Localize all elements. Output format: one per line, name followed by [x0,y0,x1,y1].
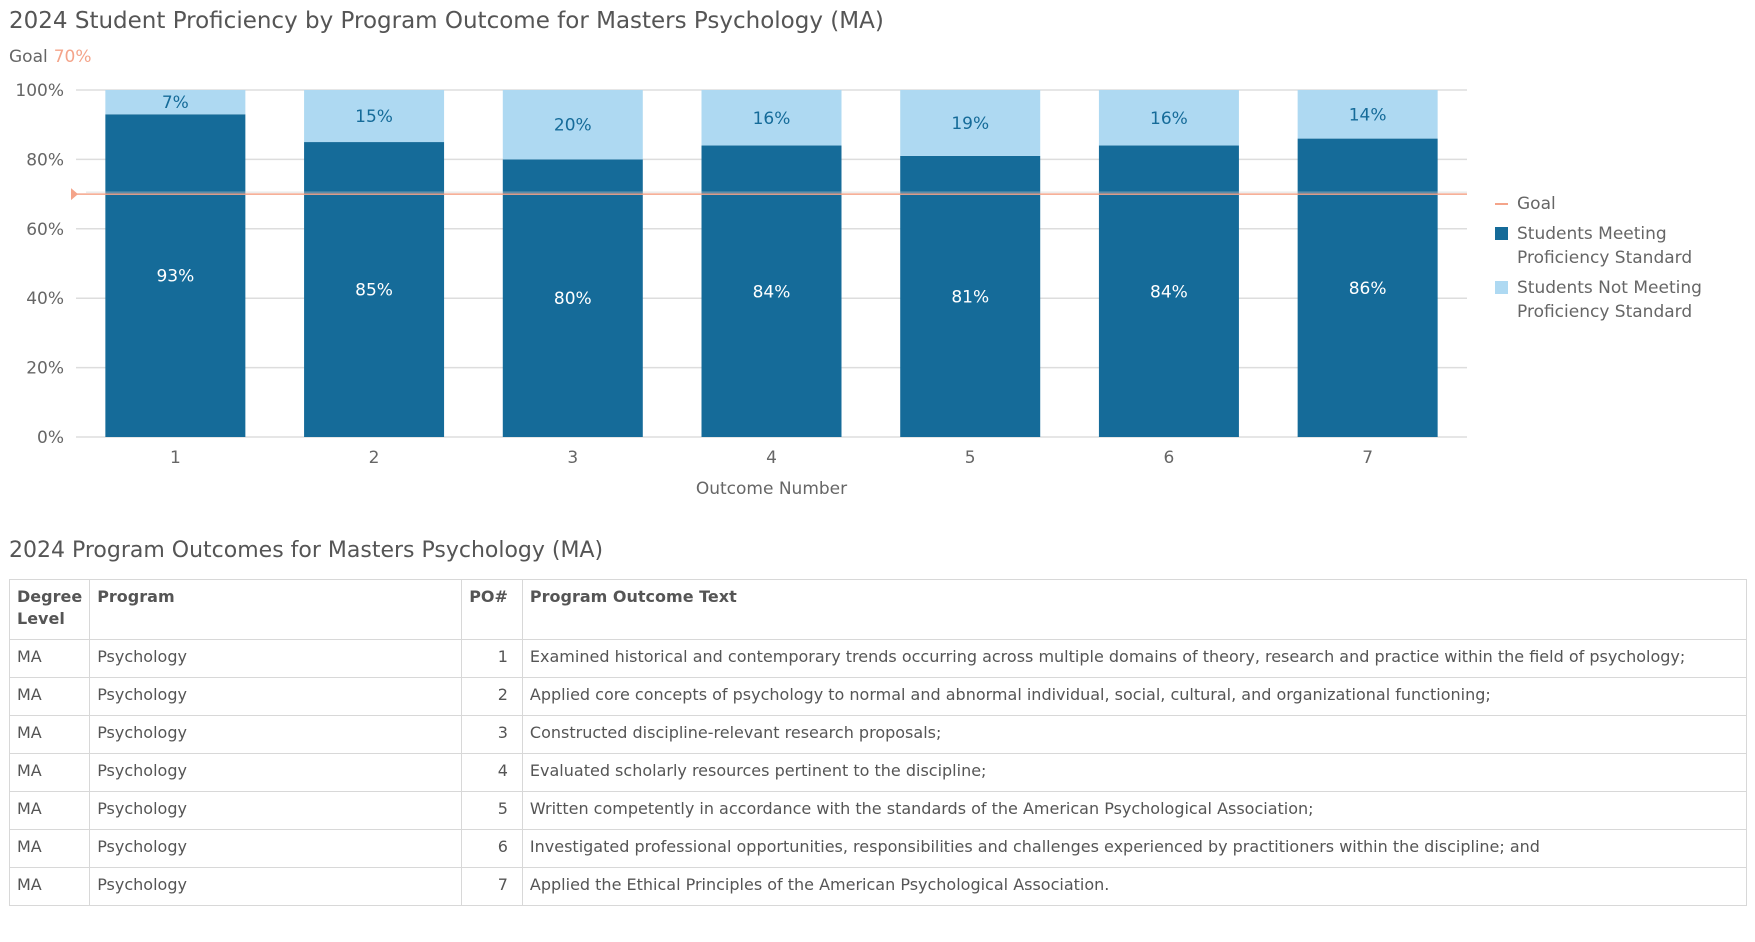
y-tick-label: 80% [26,150,64,170]
table-row: MA Psychology 1 Examined historical and con… [8,639,1748,678]
data-label: 85% [355,281,393,301]
cell-po-number: 1 [461,639,523,678]
cell-degree-level: MA [8,829,91,868]
cell-outcome-text: Applied core concepts of psychology to n… [521,677,1748,716]
x-tick-label: 1 [170,448,181,468]
cell-program: Psychology [89,867,463,906]
data-label: 20% [554,116,592,136]
bar-not-meeting [502,90,643,160]
cell-degree-level: MA [8,867,91,906]
data-label: 16% [753,109,791,129]
bar-meeting [502,159,643,437]
cell-program: Psychology [89,753,463,792]
data-label: 84% [753,282,791,302]
legend-item-meeting[interactable]: Students Meeting Proficiency Standard [1495,222,1727,270]
x-tick-label: 7 [1362,448,1373,468]
not-meeting-swatch [1495,281,1508,294]
table-row: MA Psychology 2 Applied core concepts of ps… [8,677,1748,716]
cell-program: Psychology [89,829,463,868]
cell-outcome-text: Constructed discipline-relevant research… [521,715,1748,754]
table-row: MA Psychology 7 Applied the Ethical Princip… [8,867,1748,906]
header-po-number: PO# [461,579,523,640]
bar-not-meeting [1297,90,1438,139]
y-tick-label: 60% [26,220,64,240]
legend-item-not-meeting[interactable]: Students Not Meeting Proficiency Standar… [1495,276,1727,324]
bar-not-meeting [701,90,842,146]
cell-degree-level: MA [8,639,91,678]
cell-outcome-text: Evaluated scholarly resources pertinent … [521,753,1748,792]
cell-degree-level: MA [8,715,91,754]
cell-po-number: 7 [461,867,523,906]
goal-value: 70% [53,47,92,67]
cell-program: Psychology [89,715,463,754]
meeting-swatch [1495,227,1508,240]
header-degree-level: Degree Level [8,579,91,640]
cell-degree-level: MA [8,677,91,716]
y-tick-label: 100% [15,81,64,101]
x-axis-label: Outcome Number [696,479,847,499]
x-tick-label: 3 [567,448,578,468]
cell-program: Psychology [89,639,463,678]
cell-po-number: 3 [461,715,523,754]
data-label: 7% [162,93,189,113]
goal-line-swatch [1495,203,1508,205]
bar-not-meeting [900,90,1041,156]
bar-meeting [105,114,246,437]
data-label: 81% [951,287,989,307]
data-label: 84% [1150,282,1188,302]
cell-outcome-text: Applied the Ethical Principles of the Am… [521,867,1748,906]
table-row: MA Psychology 6 Investigated professional o… [8,829,1748,868]
y-tick-label: 40% [26,289,64,309]
data-label: 16% [1150,109,1188,129]
data-label: 86% [1349,279,1387,299]
cell-degree-level: MA [8,753,91,792]
data-label: 80% [554,289,592,309]
cell-outcome-text: Investigated professional opportunities,… [521,829,1748,868]
goal-label: Goal [9,47,48,67]
header-outcome-text: Program Outcome Text [521,579,1748,640]
bar-meeting [304,142,445,438]
bar-not-meeting [105,90,246,115]
data-label: 93% [156,267,194,287]
data-label: 15% [355,107,393,127]
table-title: 2024 Program Outcomes for Masters Psycho… [9,538,604,563]
table-row: MA Psychology 5 Written competently in acco… [8,791,1748,830]
x-tick-label: 5 [965,448,976,468]
program-outcomes-table: Degree Level Program PO# Program Outcome… [8,579,1748,906]
bar-not-meeting [304,90,445,143]
stacked-bar-chart: 0% 20% 40% 60% 80% 100% 93% 7% 1 85% 15% 2 80% 20% 3 84… [15,81,1467,499]
cell-po-number: 6 [461,829,523,868]
table-row: MA Psychology 3 Constructed discipline-rele… [8,715,1748,754]
cell-program: Psychology [89,791,463,830]
cell-po-number: 2 [461,677,523,716]
x-tick-label: 6 [1164,448,1175,468]
cell-outcome-text: Examined historical and contemporary tre… [521,639,1748,678]
cell-outcome-text: Written competently in accordance with t… [521,791,1748,830]
table-header-row: Degree Level Program PO# Program Outcome… [8,579,1748,640]
cell-degree-level: MA [8,791,91,830]
x-tick-label: 4 [766,448,777,468]
cell-po-number: 5 [461,791,523,830]
cell-program: Psychology [89,677,463,716]
goal-marker-icon [71,188,78,201]
table-row: MA Psychology 4 Evaluated scholarly resourc… [8,753,1748,792]
cell-po-number: 4 [461,753,523,792]
bar-meeting [900,155,1041,437]
y-tick-label: 20% [26,359,64,379]
y-tick-label: 0% [37,428,64,448]
legend-item-goal[interactable]: Goal [1495,192,1727,216]
data-label: 14% [1349,105,1387,125]
bar-meeting [1297,138,1438,437]
header-program: Program [89,579,463,640]
x-tick-label: 2 [369,448,380,468]
goal-summary: Goal 70% [9,47,92,67]
bar-not-meeting [1098,90,1239,146]
legend: Goal Students Meeting Proficiency Standa… [1495,192,1727,330]
data-label: 19% [951,114,989,134]
chart-title: 2024 Student Proficiency by Program Outc… [9,8,884,34]
